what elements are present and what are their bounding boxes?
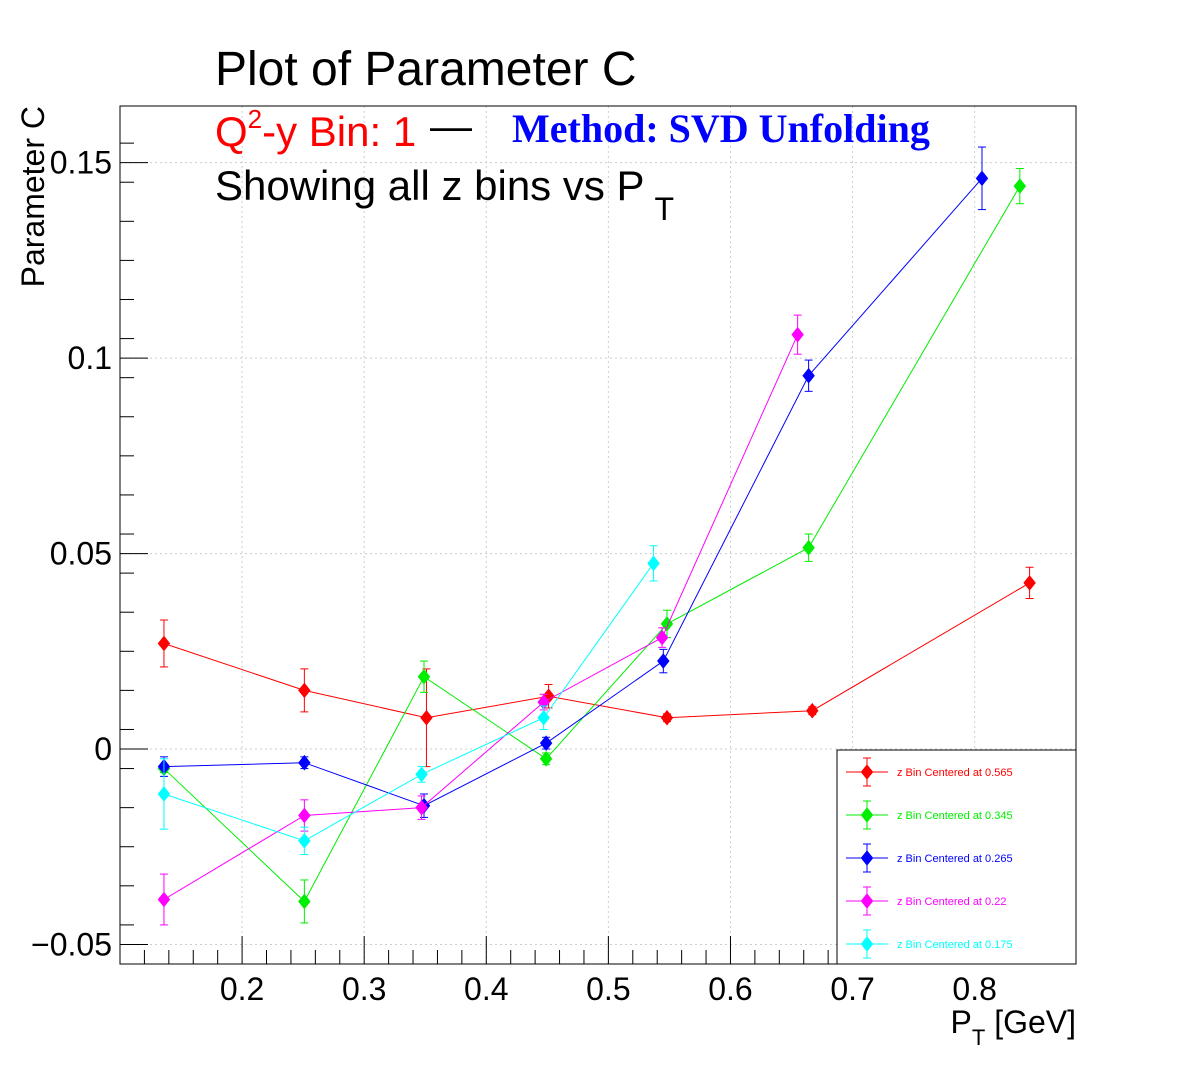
data-point bbox=[660, 709, 674, 726]
legend-label: z Bin Centered at 0.265 bbox=[897, 853, 1013, 865]
series-0 bbox=[157, 566, 1036, 768]
data-point bbox=[298, 682, 311, 699]
x-axis-label: PT [GeV] bbox=[951, 1004, 1077, 1050]
legend-entry: z Bin Centered at 0.175 bbox=[846, 929, 1013, 959]
chart-title: Plot of Parameter C bbox=[215, 43, 637, 96]
data-point bbox=[657, 653, 670, 669]
data-point bbox=[537, 709, 550, 726]
legend-marker bbox=[860, 893, 874, 909]
legend-label: z Bin Centered at 0.22 bbox=[897, 896, 1006, 908]
legend-label: z Bin Centered at 0.565 bbox=[897, 767, 1013, 779]
y-tick-label: 0.05 bbox=[50, 536, 112, 572]
x-tick-label: 0.4 bbox=[464, 971, 508, 1007]
data-point bbox=[417, 668, 431, 685]
legend: z Bin Centered at 0.565 z Bin Centered at… bbox=[836, 749, 1077, 965]
data-point bbox=[539, 750, 553, 767]
data-point bbox=[806, 702, 819, 719]
data-point bbox=[791, 326, 804, 343]
x-tick-label: 0.7 bbox=[830, 971, 874, 1007]
data-point bbox=[157, 635, 171, 652]
chart-subtitle-dash: — bbox=[430, 102, 472, 149]
data-point bbox=[655, 629, 669, 646]
data-point bbox=[298, 754, 311, 771]
data-point bbox=[298, 833, 311, 849]
plot-frame bbox=[119, 105, 1077, 965]
data-point bbox=[298, 893, 311, 910]
series-line bbox=[163, 334, 799, 900]
x-tick-label: 0.6 bbox=[708, 971, 752, 1007]
legend-marker bbox=[860, 850, 874, 866]
data-point bbox=[415, 766, 428, 783]
series-4 bbox=[157, 545, 660, 856]
legend-marker bbox=[860, 807, 874, 823]
tick-labels: 0.2 0.3 0.4 0.5 0.6 0.7 0.8 −0.05 0 0.05 0.1 0.15 bbox=[31, 145, 997, 1007]
data-point bbox=[415, 799, 428, 816]
x-tick-label: 0.2 bbox=[220, 971, 264, 1007]
legend-label: z Bin Centered at 0.175 bbox=[897, 939, 1013, 951]
legend-entry: z Bin Centered at 0.22 bbox=[846, 886, 1006, 916]
y-axis-label: Parameter C bbox=[15, 106, 51, 287]
legend-marker bbox=[860, 936, 874, 952]
legend-entry: z Bin Centered at 0.565 bbox=[846, 757, 1013, 787]
data-point bbox=[298, 807, 311, 824]
legend-box bbox=[836, 749, 1077, 965]
data-point bbox=[157, 891, 171, 908]
series-group bbox=[157, 146, 1036, 926]
chart-subtitle-method: Method: SVD Unfolding bbox=[512, 106, 930, 151]
data-point bbox=[647, 555, 660, 572]
y-tick-label: 0 bbox=[94, 731, 112, 767]
x-tick-label: 0.8 bbox=[952, 971, 996, 1007]
legend-entry: z Bin Centered at 0.265 bbox=[846, 843, 1013, 873]
data-point bbox=[539, 735, 553, 751]
series-2 bbox=[157, 146, 989, 818]
data-point bbox=[1013, 178, 1027, 194]
data-point bbox=[157, 786, 171, 802]
x-tick-label: 0.3 bbox=[342, 971, 386, 1007]
data-point bbox=[1023, 575, 1036, 591]
y-tick-label: −0.05 bbox=[31, 926, 112, 962]
y-tick-label: 0.15 bbox=[50, 145, 112, 181]
legend-marker bbox=[860, 764, 874, 780]
x-tick-label: 0.5 bbox=[586, 971, 630, 1007]
data-point bbox=[975, 170, 989, 187]
data-point bbox=[802, 367, 815, 384]
y-tick-label: 0.1 bbox=[68, 340, 112, 376]
chart-subtitle-bin: Q2-y Bin: 1 bbox=[215, 104, 416, 155]
legend-entry: z Bin Centered at 0.345 bbox=[846, 800, 1013, 830]
data-point bbox=[420, 709, 433, 726]
legend-label: z Bin Centered at 0.345 bbox=[897, 810, 1013, 822]
data-point bbox=[802, 539, 815, 556]
